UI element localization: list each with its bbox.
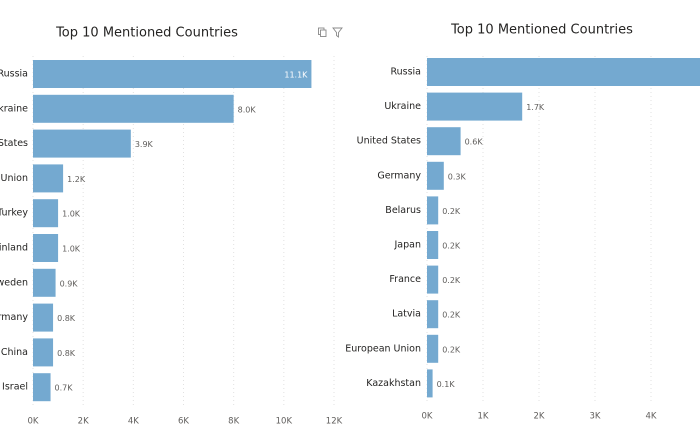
- value-label: 1.7K: [526, 103, 545, 112]
- bar: [427, 265, 439, 294]
- category-label: Belarus: [385, 205, 421, 216]
- bar: [33, 164, 64, 193]
- bar: [427, 231, 439, 259]
- x-tick-label: 1K: [478, 412, 489, 422]
- category-label: States: [0, 138, 28, 149]
- value-label: 0.8K: [57, 349, 76, 358]
- category-label: Union: [1, 173, 28, 184]
- bar: [33, 268, 56, 297]
- category-label: Turkey: [0, 208, 28, 219]
- category-label: Ukraine: [384, 101, 421, 112]
- x-tick-label: 4K: [646, 412, 657, 422]
- value-label: 0.8K: [57, 314, 76, 323]
- bar: [427, 161, 444, 190]
- category-label: United States: [357, 136, 421, 147]
- value-label: 0.2K: [442, 242, 461, 251]
- category-label: weden: [0, 277, 28, 288]
- category-label: Japan: [394, 240, 422, 251]
- category-label: European Union: [345, 343, 421, 354]
- category-label: Finland: [0, 243, 28, 254]
- x-tick-label: 0K: [28, 417, 39, 427]
- bar: [33, 199, 59, 228]
- x-tick-label: 0K: [422, 412, 433, 422]
- category-label: Russia: [390, 67, 421, 78]
- filter-icon[interactable]: [332, 27, 343, 38]
- value-label: 1.0K: [62, 245, 81, 254]
- value-label: 0.2K: [442, 276, 461, 285]
- bar: [33, 129, 131, 158]
- category-label: Russia: [0, 69, 28, 80]
- bar: [427, 92, 523, 121]
- value-label: 11.1K: [284, 71, 308, 80]
- value-label: 1.2K: [67, 175, 86, 184]
- x-tick-label: 2K: [534, 412, 545, 422]
- value-label: 0.2K: [442, 311, 461, 320]
- value-label: 0.2K: [442, 345, 461, 354]
- bar: [427, 127, 461, 156]
- bar: [427, 334, 439, 363]
- x-tick-label: 3K: [590, 412, 601, 422]
- bar: [33, 303, 54, 332]
- chart-title: Top 10 Mentioned Countries: [450, 23, 633, 38]
- value-label: 0.1K: [437, 380, 456, 389]
- category-label: Germany: [377, 170, 421, 181]
- value-label: 1.0K: [62, 210, 81, 219]
- bar: [427, 369, 433, 398]
- value-label: 3.9K: [135, 140, 154, 149]
- bar: [33, 234, 59, 262]
- bar: [427, 300, 439, 329]
- copy-icon[interactable]: [318, 27, 327, 37]
- value-label: 0.7K: [55, 384, 74, 393]
- category-label: Kazakhstan: [366, 378, 421, 389]
- category-label: China: [1, 347, 28, 358]
- bar: [427, 58, 700, 86]
- category-label: Israel: [2, 382, 28, 393]
- category-label: kraine: [0, 103, 28, 114]
- bar: [427, 196, 439, 225]
- x-tick-label: 10K: [276, 417, 293, 427]
- x-tick-label: 8K: [228, 417, 239, 427]
- bar: [33, 338, 54, 367]
- x-tick-label: 12K: [326, 417, 343, 427]
- x-tick-label: 6K: [178, 417, 189, 427]
- value-label: 0.3K: [448, 172, 467, 181]
- value-label: 0.2K: [442, 207, 461, 216]
- bar: [33, 60, 312, 88]
- category-label: France: [389, 274, 421, 285]
- chart-title: Top 10 Mentioned Countries: [55, 26, 238, 41]
- x-tick-label: 2K: [78, 417, 89, 427]
- bar: [33, 94, 234, 123]
- bar: [33, 373, 51, 402]
- x-tick-label: 4K: [128, 417, 139, 427]
- value-label: 8.0K: [238, 105, 257, 114]
- value-label: 0.9K: [60, 279, 79, 288]
- category-label: ermany: [0, 312, 28, 323]
- value-label: 0.6K: [465, 138, 484, 147]
- category-label: Latvia: [392, 309, 421, 320]
